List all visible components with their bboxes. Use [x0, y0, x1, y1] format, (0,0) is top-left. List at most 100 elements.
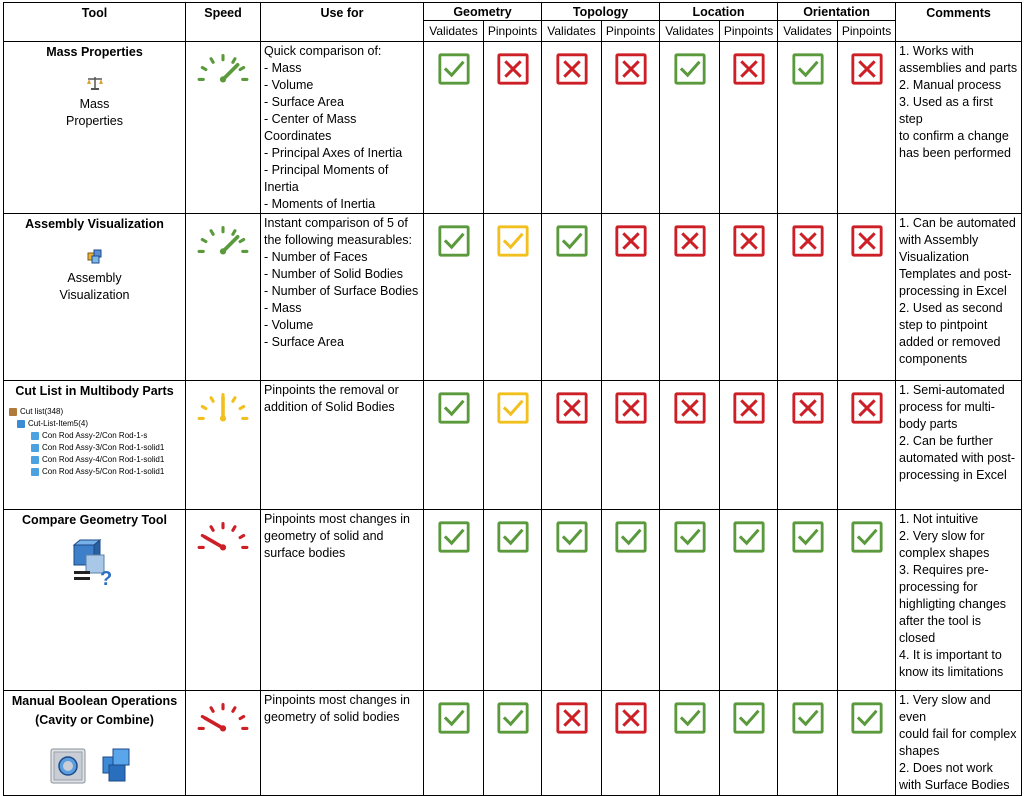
tool-name: Cut List in Multibody Parts [15, 384, 174, 398]
use-for-line: - Number of Solid Bodies [264, 267, 403, 281]
tool-cell: Cut List in Multibody Parts Cut list(348)… [3, 380, 186, 510]
speed-cell [185, 690, 261, 796]
use-for-cell: Pinpoints most changes in geometry of sol… [260, 690, 424, 796]
green-check-icon [484, 701, 541, 735]
status-cell [659, 690, 721, 796]
red-x-icon [720, 52, 777, 86]
tree-item: Cut list(348) [9, 406, 185, 418]
green-check-icon [424, 520, 483, 554]
header-speed: Speed [185, 2, 261, 42]
use-for-line: Pinpoints most changes in [264, 693, 410, 707]
header-pinpoints: Pinpoints [837, 20, 897, 42]
icon-label: Properties [66, 114, 123, 128]
green-check-icon [720, 520, 777, 554]
status-cell [541, 690, 603, 796]
use-for-line: Instant comparison of 5 of [264, 216, 408, 230]
tree-item: Con Rod Assy-2/Con Rod-1-s [9, 430, 185, 442]
speed-cell [185, 41, 261, 214]
header-pinpoints: Pinpoints [719, 20, 779, 42]
red-x-icon [660, 391, 719, 425]
icon-label: Visualization [59, 288, 130, 302]
use-for-line: - Volume [264, 318, 314, 332]
tree-item-label: Cut-List-Item5(4) [28, 419, 89, 428]
tool-name: Assembly Visualization [25, 217, 164, 231]
comment-line: has been performed [899, 146, 1011, 160]
comment-line: Visualization [899, 250, 969, 264]
green-check-icon [778, 701, 837, 735]
comment-line: components [899, 352, 968, 366]
tool-cell: Mass Properties Mass Properties [3, 41, 186, 214]
header-validates: Validates [659, 20, 721, 42]
use-for-line: - Mass [264, 61, 302, 75]
red-x-icon [720, 391, 777, 425]
red-x-icon [838, 52, 895, 86]
red-x-icon [602, 224, 659, 258]
status-cell [601, 509, 661, 691]
comment-line: after the tool is [899, 614, 982, 628]
tree-item: Con Rod Assy-3/Con Rod-1-solid1 [9, 442, 185, 454]
status-cell [482, 509, 543, 691]
use-for-line: Pinpoints most changes in [264, 512, 410, 526]
folder-icon [9, 408, 17, 416]
red-x-icon [838, 224, 895, 258]
comments-cell: 1. Very slow and even could fail for comp… [895, 690, 1023, 796]
compare-geometry-icon: ? [4, 538, 185, 594]
use-for-line: - Surface Area [264, 95, 344, 109]
tool-cell: Assembly Visualization Assembly Visualizat… [3, 213, 186, 381]
yellow-check-icon [484, 224, 541, 258]
red-x-icon [484, 52, 541, 86]
green-check-icon [542, 520, 601, 554]
status-cell [777, 690, 839, 796]
comment-line: 1. Works with [899, 44, 974, 58]
green-check-icon [660, 701, 719, 735]
comment-line: 2. Manual process [899, 78, 1002, 92]
green-check-icon [424, 701, 483, 735]
green-check-icon [602, 520, 659, 554]
table-row: Compare Geometry Tool? Pinpoints most cha… [3, 509, 1023, 691]
comments-cell: 1. Can be automated with Assembly Visualiz… [895, 213, 1023, 381]
red-x-icon [542, 701, 601, 735]
comment-line: with Assembly [899, 233, 979, 247]
status-cell [719, 690, 779, 796]
solid-body-icon [31, 432, 39, 440]
speed-cell [185, 509, 261, 691]
table-row: Mass Properties Mass Properties Quick compa… [3, 41, 1023, 214]
comment-line: could fail for complex [899, 727, 1017, 741]
comparison-table: Tool Speed Use for Geometry Topology Loc… [3, 2, 1023, 796]
green-check-icon [484, 520, 541, 554]
tree-item-label: Con Rod Assy-4/Con Rod-1-solid1 [42, 455, 165, 464]
status-cell [541, 380, 603, 510]
status-cell [482, 41, 543, 214]
status-cell [601, 41, 661, 214]
red-x-icon [778, 391, 837, 425]
status-cell [423, 509, 484, 691]
use-for-line: Pinpoints the removal or [264, 383, 399, 397]
comments-cell: 1. Semi-automated process for multi-body … [895, 380, 1023, 510]
cut-list-tree: Cut list(348) Cut-List-Item5(4) Con Rod As… [4, 406, 185, 478]
green-check-icon [424, 52, 483, 86]
status-cell [659, 213, 721, 381]
green-check-icon [778, 520, 837, 554]
green-check-icon [424, 224, 483, 258]
use-for-line: - Principal Moments of [264, 163, 389, 177]
green-check-icon [424, 391, 483, 425]
speedometer-fast-icon [186, 224, 260, 256]
use-for-line: - Mass [264, 301, 302, 315]
status-cell [659, 41, 721, 214]
comment-line: 3. Requires pre- [899, 563, 989, 577]
use-for-line: - Moments of Inertia [264, 197, 376, 211]
header-validates: Validates [541, 20, 603, 42]
comment-line: added or removed [899, 335, 1001, 349]
red-x-icon [602, 391, 659, 425]
status-cell [837, 380, 897, 510]
comments-cell: 1. Not intuitive 2. Very slow for complex … [895, 509, 1023, 691]
comment-line: complex shapes [899, 546, 990, 560]
speedometer-medium-icon [186, 391, 260, 423]
header-pinpoints: Pinpoints [601, 20, 661, 42]
speedometer-slow-icon [186, 520, 260, 552]
status-cell [777, 41, 839, 214]
green-check-icon [838, 520, 895, 554]
tree-item-label: Con Rod Assy-2/Con Rod-1-s [42, 431, 148, 440]
comment-line: highligting changes [899, 597, 1007, 611]
comment-line: step to pintpoint [899, 318, 988, 332]
